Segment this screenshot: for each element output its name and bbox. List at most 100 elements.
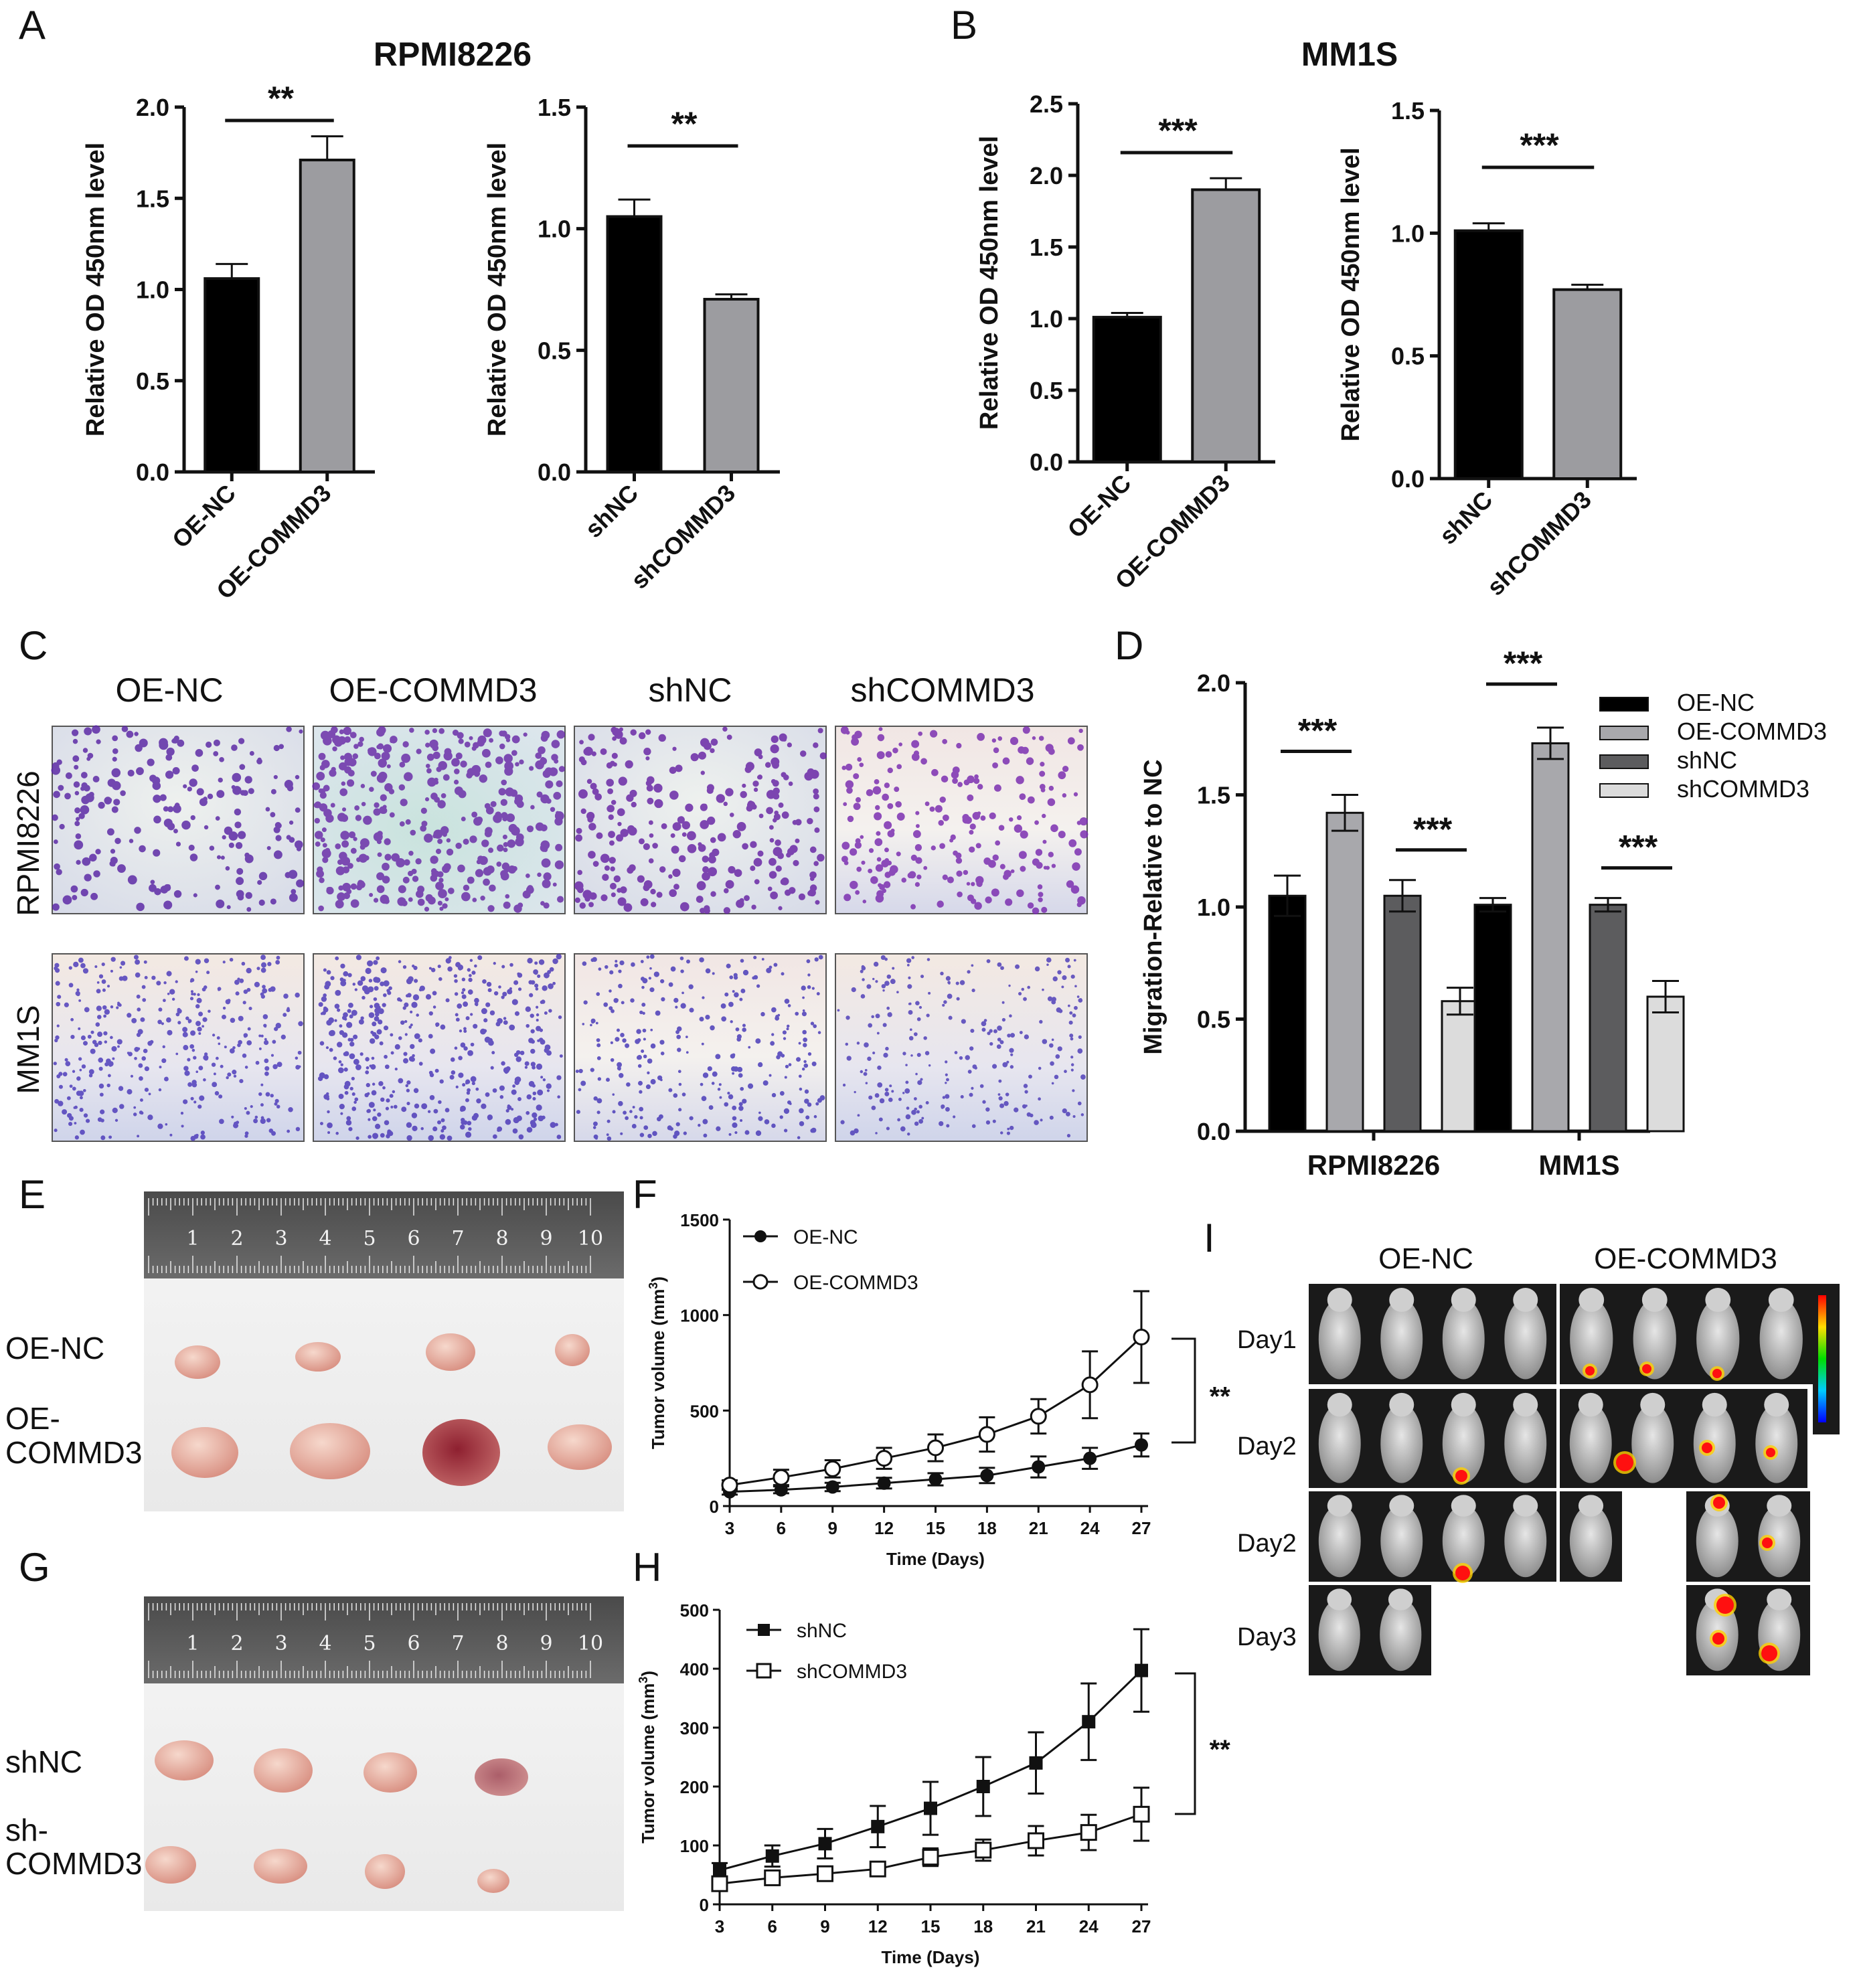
y-tick-label: 0.0 [1197,1118,1230,1145]
ivis-image [1686,1491,1810,1582]
tumor [155,1740,214,1780]
panel-e-row-oe: OE- [5,1401,60,1436]
y-tick-label: 1.0 [538,216,571,243]
mouse [1318,1505,1361,1578]
x-tick-label: 15 [921,1916,941,1936]
mouse [1318,1598,1360,1671]
tumor [475,1758,528,1796]
ruler-number: 1 [186,1227,199,1250]
x-tick-label: 21 [1029,1518,1048,1538]
data-point [877,1476,891,1490]
data-point [928,1473,943,1487]
ruler-number: 1 [186,1632,199,1655]
tumor [555,1334,590,1366]
ruler-number: 5 [363,1227,376,1250]
micrograph [835,726,1088,915]
legend-swatch [1599,754,1649,769]
bioluminescence-signal [1712,1633,1724,1645]
y-axis-label-end: ) [648,1276,668,1282]
legend-label: shCOMMD3 [1677,775,1809,803]
ivis-image [1309,1389,1556,1488]
x-tick-label: 6 [768,1916,777,1936]
tumor [426,1333,475,1371]
x-tick-label: MM1S [1538,1149,1619,1181]
ruler-number: 2 [230,1632,243,1655]
mouse-head [1327,1495,1352,1517]
ruler-number: 2 [230,1227,243,1250]
y-tick-label: 0 [700,1895,709,1915]
significance-label: *** [1502,645,1543,682]
tumor [254,1849,307,1884]
panel-i-row-day2b: Day2 [1237,1529,1297,1558]
ruler-number: 9 [540,1227,552,1250]
mouse [1569,1505,1613,1578]
stained-cells [574,726,827,914]
mouse-head [1640,1392,1666,1417]
y-tick-label: 0 [710,1497,719,1517]
y-axis-label: Relative OD 450nm level [975,136,1003,430]
bar [1325,811,1364,1133]
bar [1453,229,1524,480]
ivis-image [1560,1284,1813,1384]
y-axis-label-sup: 3 [647,1282,660,1289]
mouse-head [1513,1288,1538,1312]
mouse-head [1702,1392,1727,1417]
mouse [1380,1598,1422,1671]
ivis-image [1686,1585,1810,1675]
data-point [975,1841,992,1859]
x-tick-label: 9 [828,1518,837,1538]
line-chart-tumor-sh: 0 100 200 300 400 500 3 6 9 12 15 18 21 24 27 Time (Day… [637,1600,1231,1967]
micrograph [51,725,305,914]
mouse [1569,1404,1612,1483]
y-tick-label: 2.0 [1030,162,1063,189]
y-tick-label: 0.5 [538,337,571,364]
mouse-head [1579,1288,1605,1312]
y-tick-label: 0.0 [1391,465,1425,493]
panel-g-row-sh: sh- [5,1813,48,1847]
ruler-number: 3 [274,1227,287,1250]
legend-swatch [1599,697,1649,712]
panel-c-col-shnc: shNC [648,671,732,709]
tumor [290,1423,370,1479]
chart-title-mm1s: MM1S [1301,35,1398,73]
mouse [1504,1505,1547,1578]
significance-bracket [1175,1672,1196,1815]
micrograph-frame [52,953,305,1142]
legend-marker [756,1663,772,1679]
panel-i-row-day2a: Day2 [1237,1432,1297,1461]
ivis-image [1309,1585,1431,1675]
panel-letter-e: E [19,1172,46,1217]
mouse [1696,1299,1740,1380]
x-tick-label: 6 [777,1518,786,1538]
mouse-head [1513,1495,1538,1517]
micrograph [52,953,305,1142]
mouse [1693,1404,1736,1483]
legend-label: shNC [797,1620,847,1642]
x-tick-label: 24 [1080,1518,1100,1538]
y-tick-label: 1.0 [136,276,169,304]
mouse-head [1451,1495,1476,1517]
mouse [1758,1505,1801,1578]
tumor [254,1748,313,1793]
bar-chart-mm1s-sh: 0.0 0.5 1.0 1.5 Relative OD 450nm level shNCs… [1337,97,1637,601]
mouse-head [1767,1495,1792,1517]
x-tick-label: OE-NC [167,479,241,554]
mouse-head [1705,1288,1731,1312]
panel-g-row-shnc: shNC [5,1744,82,1779]
bar [1092,315,1162,463]
tumor-photo-sh: 1 2 3 4 5 6 7 8 9 10 [144,1596,624,1911]
significance-label: ** [1208,1735,1231,1764]
legend-swatch [1599,783,1649,798]
mouse [1380,1404,1423,1483]
x-tick-label: 3 [715,1916,724,1936]
legend-swatch [1599,726,1649,740]
stained-cells [837,955,1086,1138]
data-point [1133,1805,1150,1823]
data-point [978,1426,995,1443]
x-tick-label: 12 [874,1518,894,1538]
significance-label: *** [1518,127,1559,164]
tumor [295,1342,341,1372]
x-tick-label: 27 [1132,1518,1151,1538]
panel-i-col-oe-nc: OE-NC [1378,1242,1473,1275]
x-axis-label: Time (Days) [886,1549,985,1569]
